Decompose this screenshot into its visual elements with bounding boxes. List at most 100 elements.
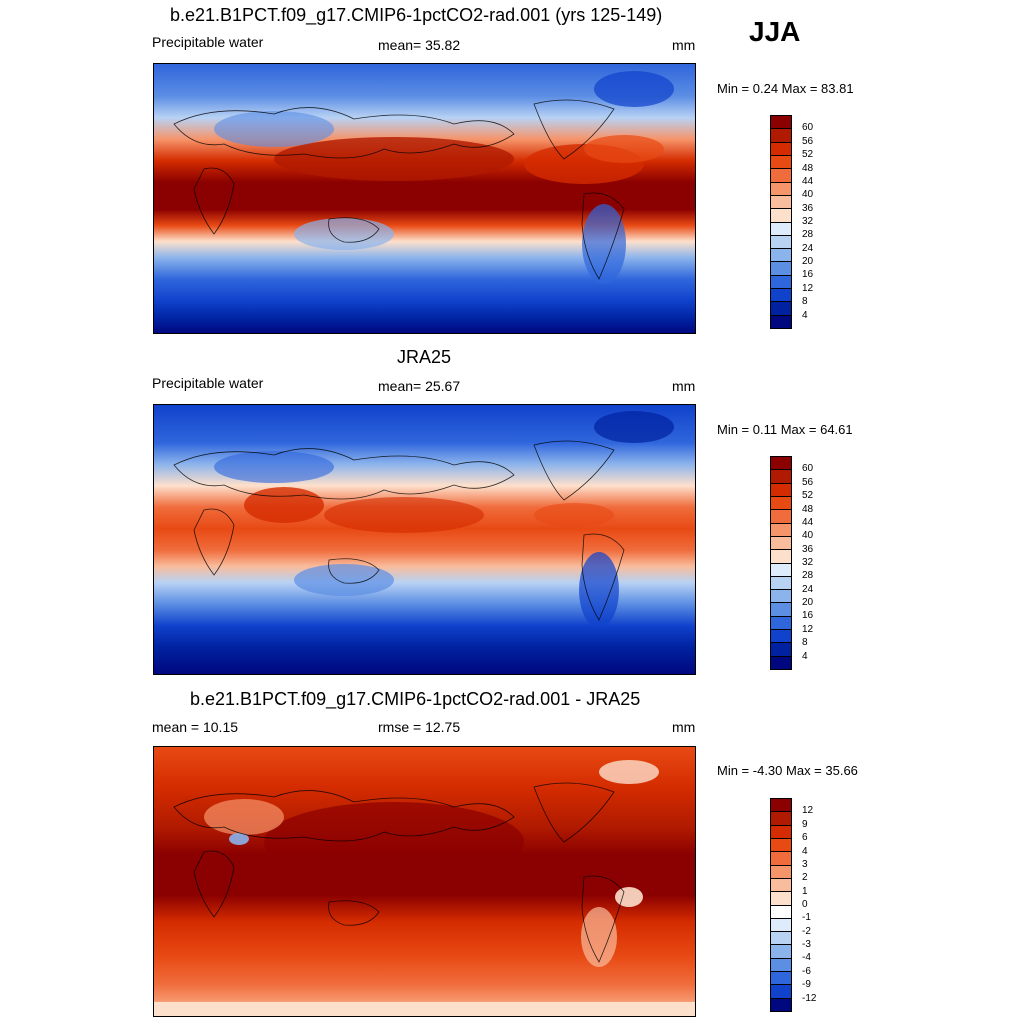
panel1-colorbar-tick: 20 <box>802 256 814 267</box>
panel3-units-label: mm <box>672 719 696 735</box>
panel1-colorbar-tick: 4 <box>802 310 808 321</box>
panel1-colorbar-tick: 52 <box>802 149 814 160</box>
panel2-mean-label: mean= 25.67 <box>378 378 461 394</box>
panel2-colorbar <box>770 456 792 670</box>
panel3-colorbar-tick: 2 <box>802 872 808 883</box>
panel2-colorbar-swatch <box>771 510 791 524</box>
panel1-colorbar-tick: 28 <box>802 229 814 240</box>
panel1-colorbar-swatch <box>771 209 791 223</box>
panel3-colorbar-swatch <box>771 998 791 1011</box>
panel3-colorbar-tick: 4 <box>802 846 808 857</box>
panel3-colorbar-tick: -6 <box>802 966 811 977</box>
panel3-colorbar-tick: -2 <box>802 926 811 937</box>
panel3-colorbar-tick: 3 <box>802 859 808 870</box>
panel2-colorbar-swatch <box>771 616 791 631</box>
panel1-colorbar-swatch <box>771 155 791 170</box>
panel2-colorbar-swatch <box>771 457 791 471</box>
panel1-colorbar-tick: 12 <box>802 283 814 294</box>
panel1-colorbar-swatch <box>771 142 791 156</box>
panel3-colorbar-swatch <box>771 825 791 839</box>
panel2-units-label: mm <box>672 378 696 394</box>
panel2-colorbar-tick: 56 <box>802 477 814 488</box>
panel1-colorbar-swatch <box>771 222 791 236</box>
panel3-colorbar-tick: -4 <box>802 952 811 963</box>
panel1-minmax-label: Min = 0.24 Max = 83.81 <box>717 81 854 96</box>
panel1-colorbar-tick: 16 <box>802 269 814 280</box>
panel1-colorbar-swatch <box>771 195 791 210</box>
panel3-colorbar-swatch <box>771 878 791 893</box>
panel1-colorbar-tick: 40 <box>802 189 814 200</box>
panel2-colorbar-swatch <box>771 470 791 484</box>
panel2-colorbar-swatch <box>771 483 791 497</box>
panel1-colorbar-swatch <box>771 315 791 328</box>
panel2-colorbar-tick: 40 <box>802 530 814 541</box>
panel2-colorbar-tick: 20 <box>802 597 814 608</box>
panel2-colorbar-swatch <box>771 496 791 511</box>
panel3-colorbar-swatch <box>771 958 791 973</box>
panel2-title: JRA25 <box>397 347 452 367</box>
panel1-colorbar-swatch <box>771 249 791 263</box>
panel3-colorbar-swatch <box>771 932 791 946</box>
panel1-colorbar-swatch <box>771 169 791 183</box>
panel1-colorbar-swatch <box>771 129 791 143</box>
panel1-colorbar-swatch <box>771 302 791 316</box>
panel1-colorbar-tick: 60 <box>802 122 814 133</box>
panel2-minmax-label: Min = 0.11 Max = 64.61 <box>717 422 853 437</box>
panel1-colorbar <box>770 115 792 329</box>
panel2-colorbar-tick: 24 <box>802 584 814 595</box>
panel2-map <box>153 404 696 675</box>
panel2-colorbar-swatch <box>771 550 791 564</box>
panel3-title: b.e21.B1PCT.f09_g17.CMIP6-1pctCO2-rad.00… <box>190 689 641 709</box>
panel3-colorbar-tick: 6 <box>802 832 808 843</box>
panel3-colorbar-swatch <box>771 972 791 986</box>
panel1-colorbar-tick: 44 <box>802 176 814 187</box>
panel2-colorbar-tick: 32 <box>802 557 814 568</box>
panel3-rmse-label: rmse = 12.75 <box>378 719 461 735</box>
panel3-colorbar-tick: 12 <box>802 805 814 816</box>
panel2-colorbar-tick: 16 <box>802 610 814 621</box>
season-label: JJA <box>749 16 801 47</box>
panel2-colorbar-tick: 48 <box>802 504 814 515</box>
panel3-minmax-label: Min = -4.30 Max = 35.66 <box>717 763 858 778</box>
panel3-colorbar-swatch <box>771 985 791 999</box>
panel3-colorbar <box>770 798 792 1012</box>
panel1-map <box>153 63 696 334</box>
panel1-colorbar-swatch <box>771 262 791 276</box>
panel3-colorbar-tick: -3 <box>802 939 811 950</box>
panel2-colorbar-tick: 12 <box>802 624 814 635</box>
panel1-colorbar-swatch <box>771 275 791 290</box>
panel1-variable-label: Precipitable water <box>152 34 264 50</box>
panel1-units-label: mm <box>672 37 696 53</box>
panel3-colorbar-tick: 0 <box>802 899 808 910</box>
panel2-colorbar-tick: 8 <box>802 637 808 648</box>
panel1-colorbar-swatch <box>771 182 791 196</box>
panel3-mean-label: mean = 10.15 <box>152 719 239 735</box>
panel1-colorbar-tick: 56 <box>802 136 814 147</box>
panel2-colorbar-tick: 28 <box>802 570 814 581</box>
panel3-colorbar-tick: -12 <box>802 993 817 1004</box>
panel3-map <box>153 746 696 1017</box>
panel2-colorbar-swatch <box>771 590 791 604</box>
panel3-colorbar-swatch <box>771 918 791 933</box>
panel1-colorbar-tick: 24 <box>802 243 814 254</box>
panel2-colorbar-tick: 36 <box>802 544 814 555</box>
panel1-colorbar-tick: 36 <box>802 203 814 214</box>
panel2-colorbar-tick: 60 <box>802 463 814 474</box>
panel2-colorbar-tick: 52 <box>802 490 814 501</box>
panel1-colorbar-swatch <box>771 116 791 130</box>
panel3-colorbar-swatch <box>771 799 791 813</box>
panel2-colorbar-tick: 4 <box>802 651 808 662</box>
panel3-colorbar-swatch <box>771 838 791 853</box>
panel2-colorbar-swatch <box>771 536 791 551</box>
panel3-colorbar-swatch <box>771 852 791 866</box>
panel2-colorbar-swatch <box>771 643 791 657</box>
panel1-mean-label: mean= 35.82 <box>378 37 461 53</box>
panel1-colorbar-tick: 8 <box>802 296 808 307</box>
panel2-colorbar-swatch <box>771 563 791 577</box>
panel2-colorbar-tick: 44 <box>802 517 814 528</box>
panel1-colorbar-tick: 32 <box>802 216 814 227</box>
panel3-colorbar-swatch <box>771 812 791 826</box>
panel2-variable-label: Precipitable water <box>152 375 264 391</box>
panel3-colorbar-tick: -1 <box>802 912 811 923</box>
panel2-colorbar-swatch <box>771 603 791 617</box>
